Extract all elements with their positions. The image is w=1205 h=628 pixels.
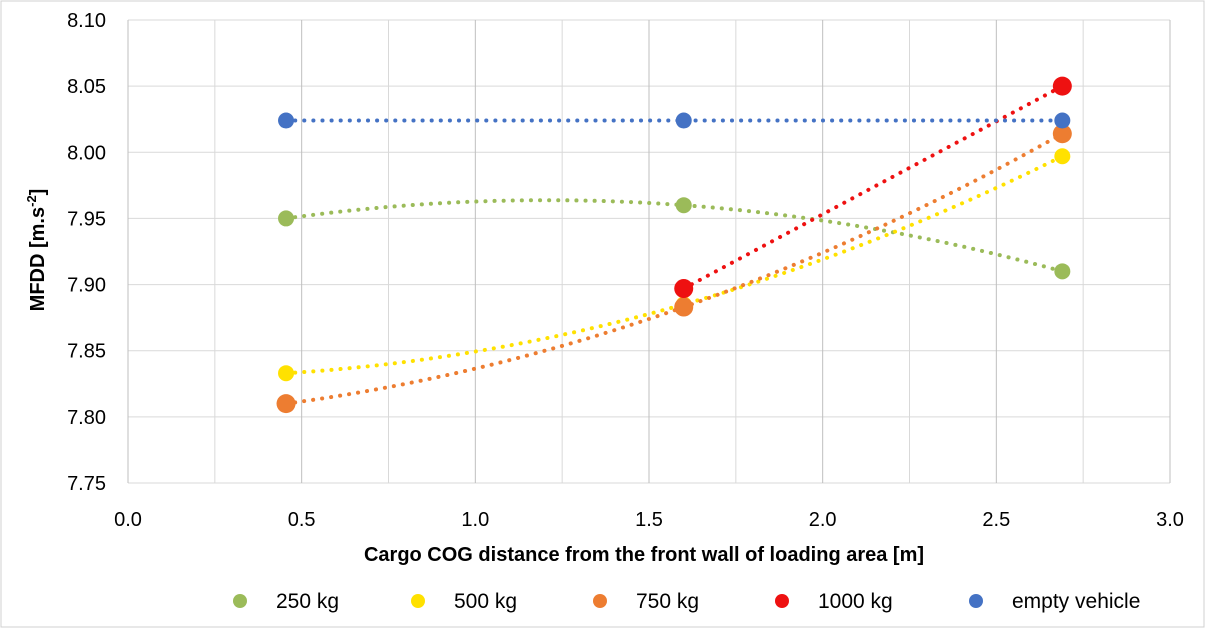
y-tick-label: 8.10 (67, 10, 106, 32)
data-points (276, 76, 1072, 414)
x-axis-title: Cargo COG distance from the front wall o… (364, 544, 924, 566)
y-tick-label: 7.90 (67, 275, 106, 297)
legend-marker-3 (775, 594, 789, 608)
data-point-series-0-2 (1054, 263, 1071, 280)
legend-marker-0 (233, 594, 247, 608)
legend-label-2: 750 kg (636, 590, 699, 613)
x-tick-label: 2.0 (809, 509, 837, 531)
trendlines (284, 84, 1065, 406)
data-point-series-2-1 (674, 297, 694, 317)
trendline-series-3 (681, 84, 1065, 291)
legend-label-0: 250 kg (276, 590, 339, 613)
y-tick-label: 8.00 (67, 142, 106, 164)
grid (127, 19, 1171, 484)
y-axis-title-end: ] (27, 189, 49, 196)
tick-labels: 7.75 7.80 7.85 7.90 7.95 8.00 8.05 8.10 0.0 0.5 1.… (67, 10, 1184, 531)
legend-label-4: empty vehicle (1012, 590, 1140, 613)
legend-label-1: 500 kg (454, 590, 517, 613)
y-axis-title-main: MFDD [m.s (27, 207, 49, 311)
legend: 250 kg 500 kg 750 kg 1000 kg empty vehicle (233, 590, 1140, 613)
data-point-series-3-0 (674, 279, 694, 299)
x-tick-label: 1.5 (635, 509, 663, 531)
data-point-series-4-0 (278, 112, 295, 129)
x-tick-label: 0.0 (114, 509, 142, 531)
legend-marker-4 (969, 594, 983, 608)
data-point-series-2-2 (1052, 124, 1072, 144)
y-tick-label: 7.75 (67, 473, 106, 495)
legend-label-3: 1000 kg (818, 590, 893, 613)
data-point-series-4-2 (1054, 112, 1071, 129)
x-tick-label: 2.5 (982, 509, 1010, 531)
x-tick-label: 0.5 (288, 509, 316, 531)
y-axis-title-sup: -2 (24, 195, 39, 207)
y-tick-label: 7.85 (67, 341, 106, 363)
data-point-series-0-1 (675, 197, 692, 214)
data-point-series-0-0 (278, 210, 295, 227)
data-point-series-2-0 (276, 394, 296, 414)
x-tick-label: 3.0 (1156, 509, 1184, 531)
legend-marker-1 (411, 594, 425, 608)
legend-marker-2 (593, 594, 607, 608)
y-tick-label: 7.80 (67, 407, 106, 429)
x-tick-label: 1.0 (461, 509, 489, 531)
y-tick-label: 7.95 (67, 208, 106, 230)
y-axis-title: MFDD [m.s-2] (24, 189, 49, 312)
trendline-series-2 (284, 131, 1065, 406)
data-point-series-3-1 (1052, 76, 1072, 96)
data-point-series-1-2 (1054, 148, 1071, 165)
data-point-series-4-1 (675, 112, 692, 129)
data-point-series-1-0 (278, 365, 295, 382)
y-tick-label: 8.05 (67, 76, 106, 98)
